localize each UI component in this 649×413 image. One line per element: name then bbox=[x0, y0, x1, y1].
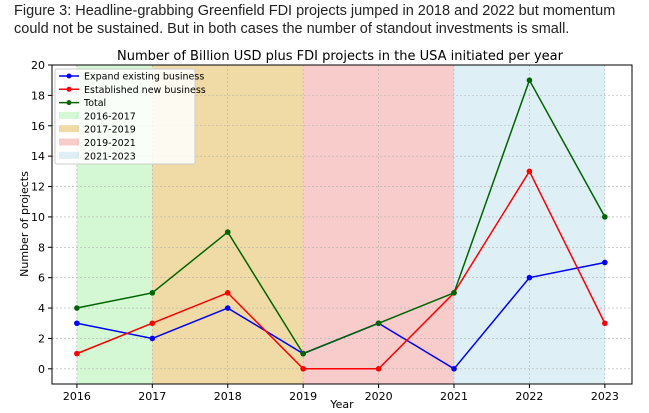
data-point bbox=[526, 168, 533, 175]
span-2021-2023 bbox=[454, 65, 605, 384]
legend-swatch bbox=[59, 111, 79, 119]
legend-label: 2019-2021 bbox=[84, 138, 136, 149]
series-line-established-new-business bbox=[76, 169, 606, 370]
data-point bbox=[74, 320, 80, 327]
data-point bbox=[602, 259, 608, 266]
y-tick-label: 20 bbox=[31, 59, 45, 72]
y-axis-label: Number of projects bbox=[18, 171, 31, 277]
y-tick-label: 4 bbox=[38, 302, 45, 315]
data-point bbox=[526, 274, 533, 281]
data-point bbox=[224, 305, 231, 311]
data-point bbox=[224, 229, 231, 235]
x-tick-label: 2020 bbox=[365, 390, 393, 403]
y-tick-label: 2 bbox=[38, 332, 45, 345]
legend-swatch bbox=[59, 125, 79, 133]
legend-swatch bbox=[59, 138, 79, 146]
data-point bbox=[300, 366, 306, 372]
legend-label: Total bbox=[83, 98, 106, 109]
legend-label: 2016-2017 bbox=[84, 111, 136, 122]
legend-label: 2017-2019 bbox=[84, 125, 136, 136]
data-point bbox=[526, 77, 533, 83]
data-point bbox=[451, 366, 457, 372]
x-axis-label: Year bbox=[329, 398, 354, 411]
data-point bbox=[300, 350, 306, 357]
legend-marker bbox=[66, 73, 72, 79]
span-2019-2021 bbox=[303, 65, 455, 384]
data-point bbox=[375, 366, 382, 372]
legend-label: Established new business bbox=[84, 85, 206, 96]
y-tick-label: 12 bbox=[31, 181, 45, 194]
data-point bbox=[149, 320, 156, 327]
data-point bbox=[149, 335, 156, 342]
legend-label: 2021-2023 bbox=[84, 151, 136, 162]
chart-title: Number of Billion USD plus FDI projects … bbox=[117, 49, 564, 64]
x-tick-label: 2017 bbox=[138, 390, 166, 403]
legend-marker bbox=[66, 100, 72, 106]
legend-box bbox=[54, 68, 196, 165]
y-tick-label: 10 bbox=[31, 211, 45, 224]
x-tick-label: 2022 bbox=[515, 390, 543, 403]
data-point bbox=[149, 290, 156, 296]
x-tick-label: 2019 bbox=[289, 390, 317, 403]
data-point bbox=[74, 350, 80, 357]
series-line-total bbox=[76, 78, 606, 355]
legend-swatch bbox=[59, 151, 79, 159]
x-tick-label: 2021 bbox=[440, 390, 468, 403]
y-tick-label: 16 bbox=[31, 120, 45, 133]
y-tick-label: 14 bbox=[31, 150, 45, 163]
data-point bbox=[375, 320, 382, 327]
y-tick-label: 8 bbox=[38, 241, 45, 254]
x-tick-label: 2018 bbox=[214, 390, 242, 403]
y-tick-label: 6 bbox=[38, 272, 45, 285]
x-tick-label: 2016 bbox=[63, 390, 91, 403]
y-tick-label: 18 bbox=[31, 89, 45, 102]
legend-label: Expand existing business bbox=[84, 72, 204, 83]
data-point bbox=[74, 305, 80, 311]
data-point bbox=[602, 214, 608, 220]
plot-frame bbox=[51, 64, 633, 385]
legend-marker bbox=[66, 86, 72, 92]
data-point bbox=[224, 290, 231, 296]
y-tick-label: 0 bbox=[38, 363, 45, 376]
data-point bbox=[451, 290, 457, 296]
data-point bbox=[602, 320, 608, 327]
figure-caption: Figure 3: Headline-grabbing Greenfield F… bbox=[14, 3, 616, 37]
x-tick-label: 2023 bbox=[591, 390, 619, 403]
